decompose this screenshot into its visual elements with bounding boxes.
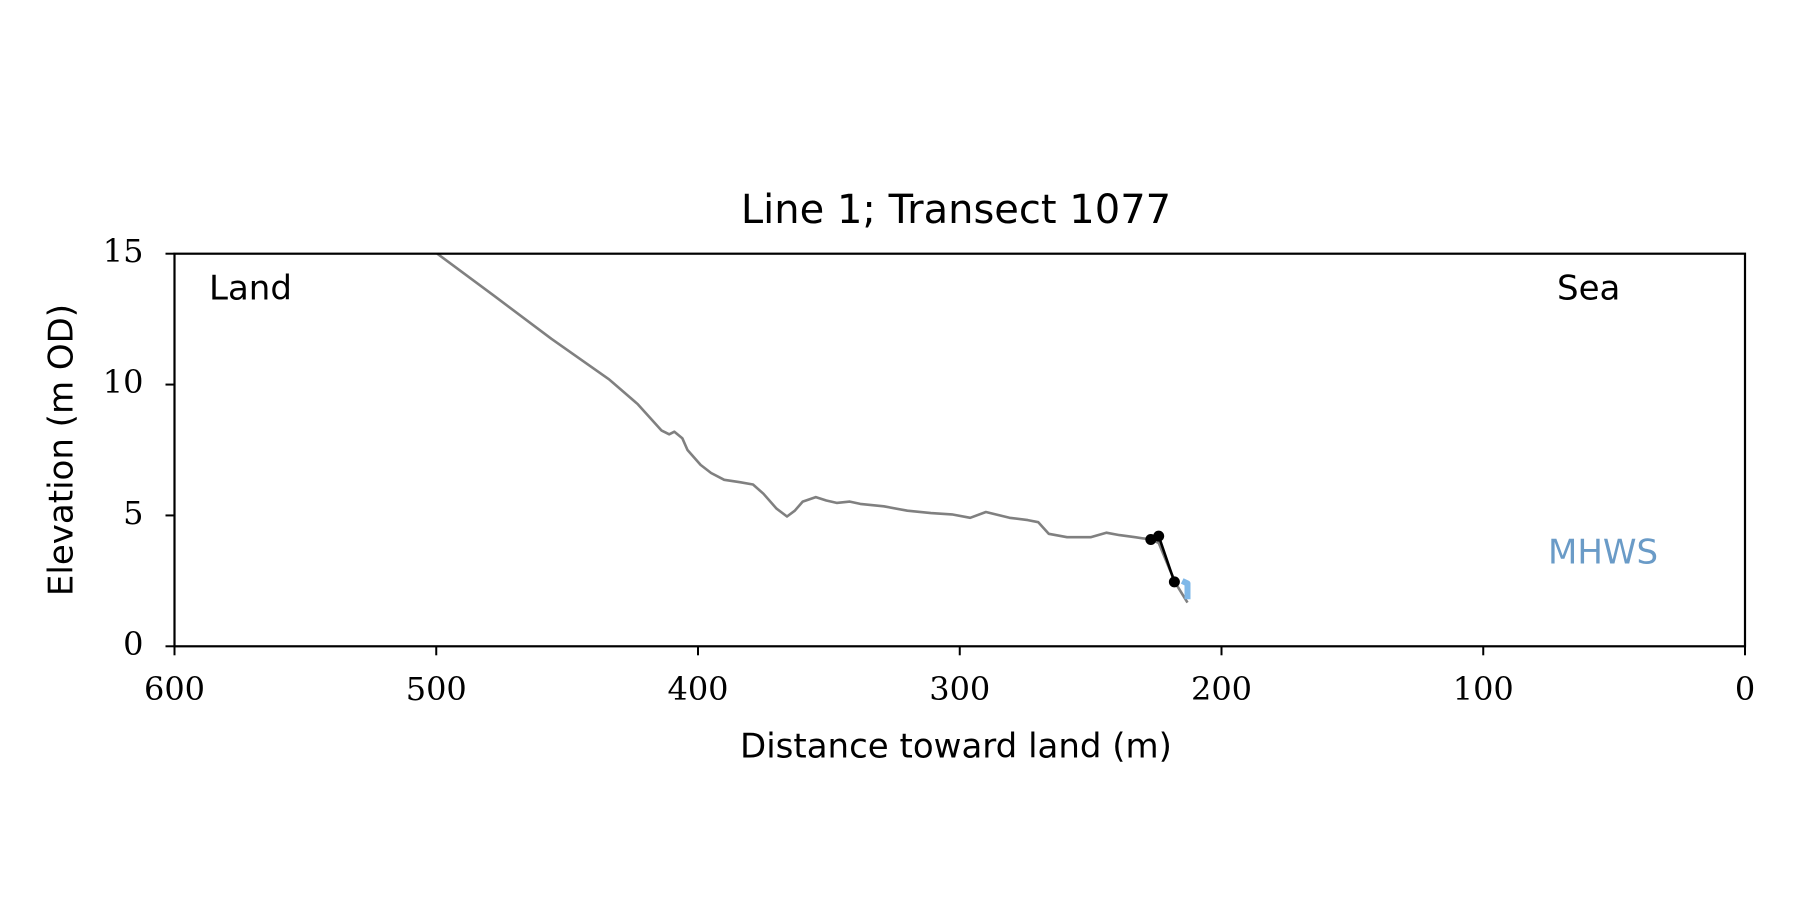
y-tick-label: 0 [123,625,143,663]
chart-title: Line 1; Transect 1077 [741,187,1171,233]
annotation: Land [209,269,292,309]
y-tick-label: 10 [103,363,144,401]
series-marker [1153,530,1165,542]
x-tick-label: 400 [667,670,728,708]
series-marker [1168,576,1180,588]
series-line [436,252,1189,604]
x-axis-label: Distance toward land (m) [740,727,1172,767]
y-tick-label: 5 [123,494,143,532]
x-tick-label: 200 [1191,670,1252,708]
annotation: Sea [1557,269,1620,309]
x-tick-label: 600 [144,670,205,708]
x-tick-label: 0 [1735,670,1755,708]
annotation: MHWS [1548,533,1658,573]
x-tick-label: 300 [929,670,990,708]
x-tick-label: 500 [406,670,467,708]
series-line [1180,578,1191,600]
x-tick-label: 100 [1453,670,1514,708]
y-axis-label: Elevation (m OD) [42,304,82,596]
plot-frame [173,252,1747,648]
y-tick-label: 15 [103,232,144,270]
